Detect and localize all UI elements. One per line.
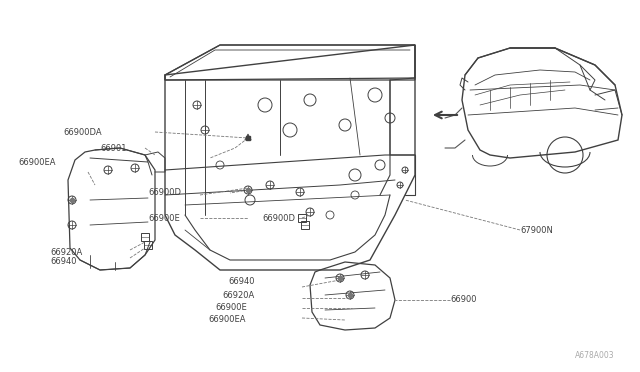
Text: 66900EA: 66900EA [208, 315, 246, 324]
Text: 67900N: 67900N [520, 225, 553, 234]
Text: 66920A: 66920A [222, 291, 254, 299]
Text: 66900D: 66900D [262, 214, 295, 222]
Text: 66900DA: 66900DA [63, 128, 102, 137]
Polygon shape [245, 134, 251, 140]
Bar [301, 221, 309, 229]
Text: 66900D: 66900D [148, 187, 181, 196]
Text: 66940: 66940 [228, 278, 255, 286]
Text: 66920A: 66920A [50, 247, 83, 257]
Bar [298, 214, 306, 222]
Text: 66900E: 66900E [148, 214, 180, 222]
Text: 66900: 66900 [450, 295, 477, 305]
Text: 66940: 66940 [50, 257, 77, 266]
Text: 66900E: 66900E [215, 304, 247, 312]
Text: 66900EA: 66900EA [18, 157, 56, 167]
Text: A678A003: A678A003 [575, 351, 615, 360]
Text: 66901: 66901 [100, 144, 127, 153]
Bar [141, 233, 149, 241]
Bar [144, 241, 152, 249]
